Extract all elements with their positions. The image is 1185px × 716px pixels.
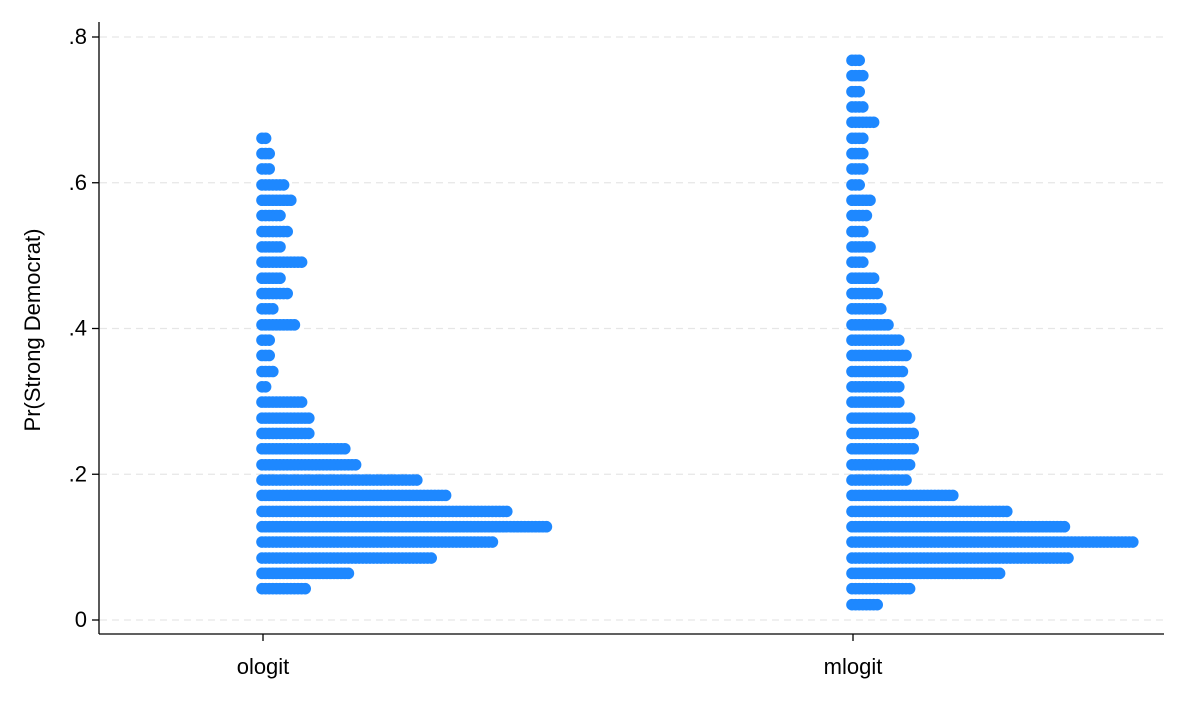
data-point [875, 303, 887, 315]
data-point [893, 381, 905, 393]
data-point [857, 163, 869, 175]
data-point [864, 194, 876, 207]
data-point [259, 381, 272, 393]
data-point [277, 179, 290, 191]
y-axis-title: Pr(Strong Democrat) [20, 229, 45, 432]
y-tick-label: 0 [75, 607, 87, 632]
data-point [1058, 520, 1071, 533]
data-point [1062, 552, 1074, 564]
data-point [274, 241, 286, 253]
data-point [342, 567, 355, 580]
data-point [853, 54, 865, 67]
data-point [900, 474, 912, 486]
data-point [1127, 536, 1139, 548]
data-point [903, 582, 916, 595]
data-point [860, 209, 873, 222]
data-point [853, 85, 865, 98]
data-point [903, 458, 916, 471]
data-point [903, 412, 916, 424]
data-point [425, 552, 438, 564]
data-point [867, 116, 880, 129]
data-point [900, 349, 912, 362]
data-point [896, 365, 909, 378]
data-point [263, 334, 276, 346]
x-tick-label: ologit [237, 654, 290, 679]
data-point [267, 365, 279, 378]
data-point [501, 505, 513, 518]
data-point [871, 598, 883, 611]
data-point [907, 427, 919, 440]
data-point [281, 287, 294, 300]
data-point [263, 147, 276, 160]
data-point [263, 349, 276, 362]
data-point [857, 256, 869, 268]
data-point [411, 474, 423, 486]
data-point [540, 520, 553, 533]
data-point [857, 225, 869, 238]
data-point [303, 427, 315, 440]
data-point [864, 241, 876, 253]
data-point [303, 412, 315, 424]
data-point [893, 334, 905, 346]
x-tick-label: mlogit [824, 654, 883, 679]
data-point [857, 101, 869, 113]
data-point [263, 163, 276, 175]
data-point [288, 319, 301, 331]
data-point [857, 69, 869, 82]
data-point [993, 567, 1006, 580]
dot-strips [256, 54, 1139, 611]
data-point [882, 319, 894, 331]
data-point [274, 209, 286, 222]
data-point [339, 442, 351, 455]
data-point [907, 442, 919, 455]
data-point [285, 194, 297, 207]
data-point [439, 489, 452, 502]
data-point [857, 147, 869, 160]
y-ticks: 0 .2 .4 .6 .8 [69, 24, 99, 632]
y-tick-label: .8 [69, 24, 87, 49]
data-point [267, 303, 279, 315]
data-point [1001, 505, 1013, 518]
data-point [281, 225, 294, 238]
y-tick-label: .2 [69, 461, 87, 486]
data-point [349, 458, 362, 471]
data-point [867, 272, 880, 285]
data-point [299, 582, 312, 595]
data-point [947, 489, 959, 502]
data-point [486, 536, 499, 548]
data-point [259, 132, 272, 145]
y-tick-label: .6 [69, 170, 87, 195]
data-point [295, 256, 308, 268]
data-point [295, 396, 308, 408]
data-point [274, 272, 286, 285]
data-point [853, 179, 865, 191]
y-tick-label: .4 [69, 316, 87, 341]
data-point [857, 132, 869, 145]
data-point [871, 287, 883, 300]
gridlines [100, 36, 1164, 621]
data-point [893, 396, 905, 408]
x-ticks: ologit mlogit [237, 634, 883, 679]
